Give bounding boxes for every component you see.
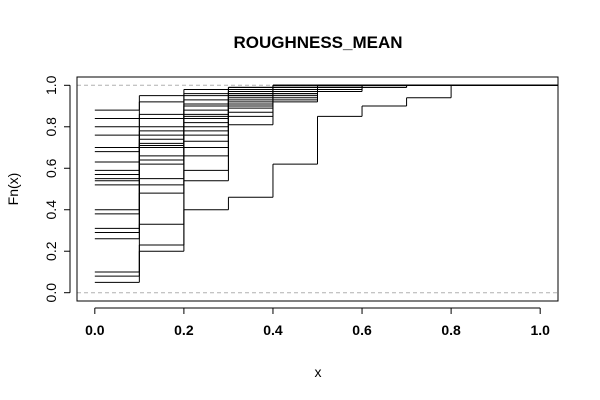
x-axis-label: x bbox=[315, 364, 322, 380]
x-tick-label: 1.0 bbox=[530, 322, 550, 338]
ecdf-series-6 bbox=[94, 84, 558, 215]
y-tick-label: 0.0 bbox=[43, 283, 59, 303]
y-tick-label: 0.8 bbox=[43, 117, 59, 137]
ecdf-series-3 bbox=[94, 84, 558, 240]
y-tick-label: 0.6 bbox=[43, 158, 59, 178]
ecdf-series-18 bbox=[94, 84, 558, 119]
y-tick-label: 0.4 bbox=[43, 200, 59, 220]
ecdf-series-5 bbox=[94, 84, 558, 229]
plot-area bbox=[77, 84, 558, 294]
ecdf-series-4 bbox=[94, 84, 558, 234]
y-tick-label: 0.2 bbox=[43, 241, 59, 261]
chart-title: ROUGHNESS_MEAN bbox=[233, 33, 402, 52]
ecdf-series-12 bbox=[94, 84, 558, 171]
x-tick-label: 0.0 bbox=[85, 322, 105, 338]
y-tick-label: 1.0 bbox=[43, 75, 59, 95]
x-tick-label: 0.6 bbox=[352, 322, 372, 338]
y-axis-label: Fn(x) bbox=[5, 173, 21, 206]
x-axis: 0.0 0.2 0.4 0.6 0.8 1.0 bbox=[85, 307, 550, 338]
x-tick-label: 0.2 bbox=[174, 322, 194, 338]
ecdf-series-9 bbox=[94, 84, 558, 182]
x-tick-label: 0.8 bbox=[441, 322, 461, 338]
ecdf-series-13 bbox=[94, 84, 558, 163]
ecdf-series-16 bbox=[94, 84, 558, 136]
y-axis: 0.0 0.2 0.4 0.6 0.8 1.0 bbox=[43, 75, 71, 303]
plot-frame bbox=[76, 76, 559, 302]
ecdf-series-19 bbox=[94, 84, 558, 111]
x-tick-label: 0.4 bbox=[263, 322, 283, 338]
ecdf-series-0 bbox=[94, 84, 558, 283]
ecdf-series-11 bbox=[94, 84, 558, 175]
ecdf-series-10 bbox=[94, 84, 558, 180]
